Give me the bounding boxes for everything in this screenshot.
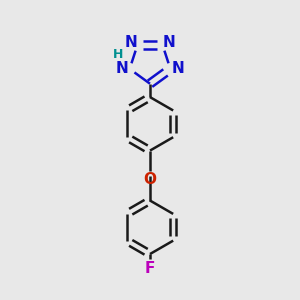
Text: N: N [125, 35, 138, 50]
Text: H: H [113, 48, 124, 61]
Text: N: N [162, 35, 175, 50]
Text: O: O [143, 172, 157, 187]
Text: N: N [116, 61, 129, 76]
Text: N: N [171, 61, 184, 76]
Text: F: F [145, 261, 155, 276]
